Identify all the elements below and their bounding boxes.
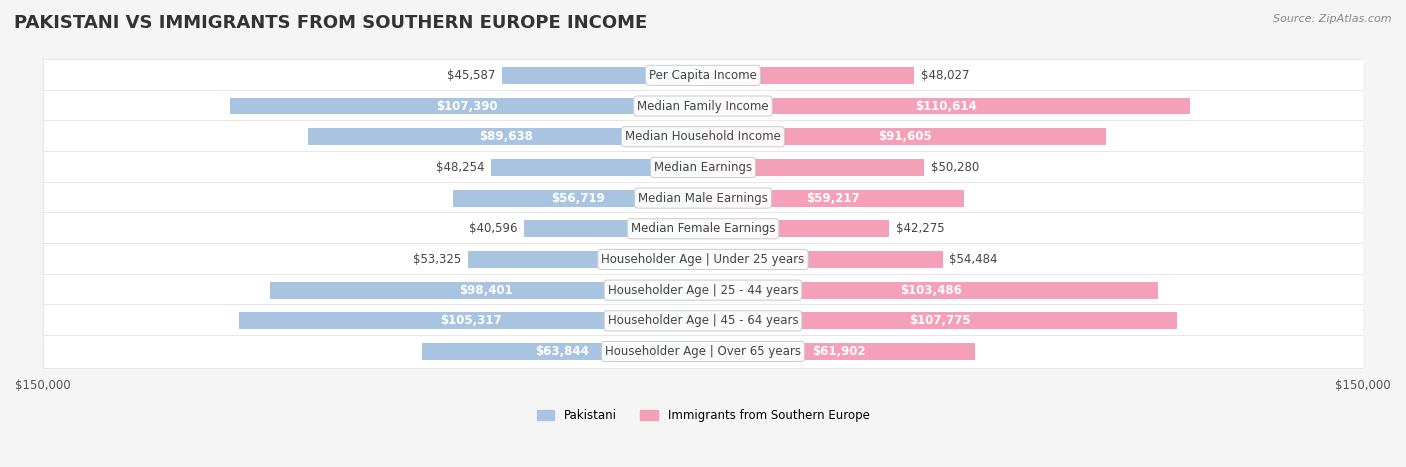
Text: $40,596: $40,596 bbox=[470, 222, 517, 235]
Bar bbox=[42, 182, 1364, 214]
Bar bbox=[703, 98, 1189, 114]
Text: $103,486: $103,486 bbox=[900, 283, 962, 297]
Bar bbox=[42, 212, 1364, 245]
Bar bbox=[42, 243, 1364, 276]
Text: $110,614: $110,614 bbox=[915, 99, 977, 113]
Text: Median Family Income: Median Family Income bbox=[637, 99, 769, 113]
Text: $45,587: $45,587 bbox=[447, 69, 496, 82]
Bar bbox=[239, 312, 703, 329]
Bar bbox=[703, 190, 963, 206]
Bar bbox=[703, 159, 924, 176]
Bar bbox=[703, 220, 889, 237]
Text: Householder Age | Over 65 years: Householder Age | Over 65 years bbox=[605, 345, 801, 358]
Text: $63,844: $63,844 bbox=[536, 345, 589, 358]
Text: $61,902: $61,902 bbox=[813, 345, 866, 358]
Bar bbox=[42, 90, 1364, 122]
Bar bbox=[453, 190, 703, 206]
Text: Median Male Earnings: Median Male Earnings bbox=[638, 191, 768, 205]
Text: $42,275: $42,275 bbox=[896, 222, 945, 235]
Text: $107,390: $107,390 bbox=[436, 99, 498, 113]
Bar bbox=[703, 251, 943, 268]
Bar bbox=[422, 343, 703, 360]
Bar bbox=[703, 128, 1107, 145]
Text: $56,719: $56,719 bbox=[551, 191, 605, 205]
Text: $98,401: $98,401 bbox=[460, 283, 513, 297]
Text: $107,775: $107,775 bbox=[910, 314, 972, 327]
Text: $48,027: $48,027 bbox=[921, 69, 970, 82]
Text: $105,317: $105,317 bbox=[440, 314, 502, 327]
Text: Source: ZipAtlas.com: Source: ZipAtlas.com bbox=[1274, 14, 1392, 24]
Text: $50,280: $50,280 bbox=[931, 161, 979, 174]
Text: Per Capita Income: Per Capita Income bbox=[650, 69, 756, 82]
Bar bbox=[468, 251, 703, 268]
Bar bbox=[42, 151, 1364, 184]
Text: $54,484: $54,484 bbox=[949, 253, 998, 266]
Text: PAKISTANI VS IMMIGRANTS FROM SOUTHERN EUROPE INCOME: PAKISTANI VS IMMIGRANTS FROM SOUTHERN EU… bbox=[14, 14, 647, 32]
Bar bbox=[42, 335, 1364, 368]
Text: Householder Age | 25 - 44 years: Householder Age | 25 - 44 years bbox=[607, 283, 799, 297]
Legend: Pakistani, Immigrants from Southern Europe: Pakistani, Immigrants from Southern Euro… bbox=[531, 404, 875, 426]
Bar bbox=[703, 282, 1159, 298]
Bar bbox=[42, 274, 1364, 306]
Bar bbox=[42, 59, 1364, 92]
Bar bbox=[42, 304, 1364, 337]
Bar bbox=[703, 312, 1177, 329]
Text: $59,217: $59,217 bbox=[807, 191, 860, 205]
Bar bbox=[308, 128, 703, 145]
Bar bbox=[42, 120, 1364, 153]
Bar bbox=[502, 67, 703, 84]
Text: Median Earnings: Median Earnings bbox=[654, 161, 752, 174]
Text: $53,325: $53,325 bbox=[413, 253, 461, 266]
Bar bbox=[270, 282, 703, 298]
Bar bbox=[703, 343, 976, 360]
Text: $89,638: $89,638 bbox=[479, 130, 533, 143]
Text: Median Household Income: Median Household Income bbox=[626, 130, 780, 143]
Bar bbox=[231, 98, 703, 114]
Text: Householder Age | Under 25 years: Householder Age | Under 25 years bbox=[602, 253, 804, 266]
Text: $91,605: $91,605 bbox=[877, 130, 931, 143]
Bar bbox=[703, 67, 914, 84]
Bar bbox=[491, 159, 703, 176]
Text: $48,254: $48,254 bbox=[436, 161, 484, 174]
Text: Householder Age | 45 - 64 years: Householder Age | 45 - 64 years bbox=[607, 314, 799, 327]
Text: Median Female Earnings: Median Female Earnings bbox=[631, 222, 775, 235]
Bar bbox=[524, 220, 703, 237]
